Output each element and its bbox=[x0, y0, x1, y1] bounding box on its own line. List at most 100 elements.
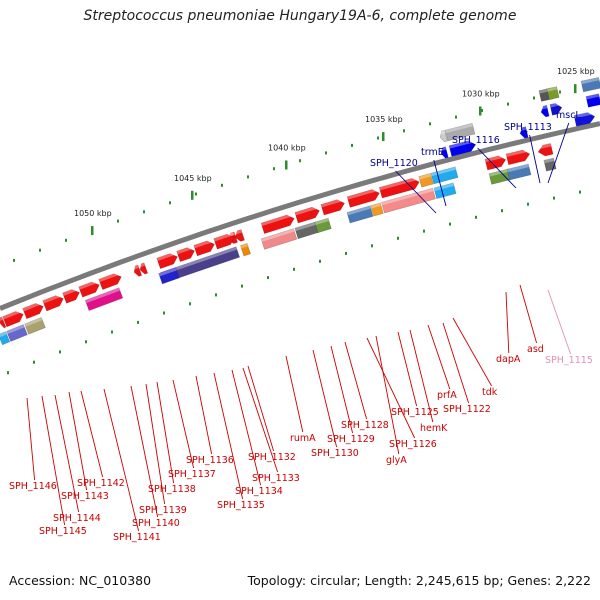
gene-shape bbox=[448, 140, 477, 157]
gene-feature bbox=[484, 154, 507, 171]
gene-feature bbox=[433, 182, 457, 200]
gene-shape bbox=[549, 103, 563, 116]
label-leader bbox=[505, 291, 510, 354]
gene-shape bbox=[0, 316, 7, 329]
ruler-dot-inner bbox=[111, 330, 113, 334]
gene-shape bbox=[580, 76, 600, 93]
gene-label: SPH_1132 bbox=[248, 452, 296, 463]
gene-shape bbox=[430, 166, 459, 185]
gene-highlight bbox=[546, 86, 558, 92]
gene-feature bbox=[2, 309, 24, 328]
gene-label: rumA bbox=[290, 433, 316, 444]
gene-highlight bbox=[132, 265, 139, 270]
gene-label: SPH_1140 bbox=[132, 518, 180, 529]
gene-feature bbox=[42, 293, 64, 312]
gene-feature bbox=[320, 197, 345, 216]
ruler-dot-inner bbox=[59, 350, 61, 354]
gene-highlight bbox=[6, 324, 25, 335]
gene-feature bbox=[573, 111, 596, 127]
ruler-dot bbox=[559, 90, 561, 94]
label-leader bbox=[41, 395, 66, 526]
gene-highlight bbox=[574, 111, 595, 119]
ruler-dot bbox=[455, 115, 457, 119]
gene-shape bbox=[519, 126, 529, 139]
gene-label: SPH_1137 bbox=[168, 469, 216, 480]
backbone-line bbox=[0, 121, 600, 311]
gene-label: SPH_1141 bbox=[113, 532, 161, 543]
gene-shape bbox=[505, 149, 531, 166]
ruler-dot bbox=[195, 192, 197, 196]
gene-highlight bbox=[581, 77, 600, 85]
gene-highlight bbox=[418, 173, 432, 180]
gene-highlight bbox=[158, 267, 177, 277]
ruler-dot-inner bbox=[345, 251, 347, 255]
gene-highlight bbox=[445, 123, 473, 134]
gene-shape bbox=[42, 295, 64, 312]
gene-shape bbox=[484, 155, 507, 171]
label-leader bbox=[366, 337, 416, 439]
gene-shape bbox=[506, 163, 532, 181]
ruler-dot-inner bbox=[449, 222, 451, 226]
gene-label: asd bbox=[527, 344, 544, 355]
gene-feature bbox=[448, 139, 477, 157]
ruler-dot-inner bbox=[85, 340, 87, 344]
gene-highlight bbox=[22, 301, 43, 312]
gene-label: SPH_1115 bbox=[545, 355, 593, 366]
label-leader bbox=[312, 349, 338, 448]
gene-shape bbox=[585, 93, 600, 108]
label-leader-lines bbox=[26, 122, 572, 532]
gene-highlight bbox=[518, 126, 527, 132]
gene-shape bbox=[294, 206, 320, 224]
gene-highlight bbox=[160, 246, 238, 276]
gene-highlight bbox=[346, 205, 371, 216]
ruler-dot bbox=[403, 129, 405, 133]
gene-shape bbox=[156, 253, 178, 269]
gene-highlight bbox=[536, 143, 552, 150]
gene-highlight bbox=[507, 164, 530, 173]
label-leader bbox=[68, 391, 88, 491]
gene-feature bbox=[22, 301, 44, 320]
gene-feature bbox=[294, 205, 320, 224]
gene-highlight bbox=[62, 287, 79, 296]
ruler-dot-inner bbox=[137, 320, 139, 324]
ruler-dot-inner bbox=[293, 267, 295, 271]
gene-feature bbox=[546, 86, 560, 100]
gene-feature bbox=[0, 316, 7, 329]
gene-shape bbox=[537, 143, 554, 157]
gene-label: SPH_1126 bbox=[389, 439, 437, 450]
gene-highlight bbox=[176, 245, 194, 255]
gene-feature bbox=[536, 143, 554, 157]
gene-shape bbox=[546, 86, 560, 100]
gene-highlight bbox=[439, 146, 447, 152]
gene-label: SPH_1120 bbox=[370, 158, 418, 169]
label-leader bbox=[130, 385, 159, 518]
gene-feature bbox=[24, 316, 46, 335]
genome-title: Streptococcus pneumoniae Hungary19A-6, c… bbox=[83, 8, 517, 24]
gene-highlight bbox=[138, 262, 145, 268]
gene-label: prfA bbox=[437, 390, 457, 401]
gene-feature bbox=[84, 287, 124, 312]
gene-shape bbox=[22, 303, 44, 320]
gene-feature bbox=[444, 122, 476, 142]
gene-highlight bbox=[294, 205, 319, 216]
gene-feature bbox=[518, 126, 529, 139]
gene-shape bbox=[2, 311, 24, 328]
ruler-dot-inner bbox=[371, 244, 373, 248]
label-leader bbox=[442, 322, 470, 404]
label-leader bbox=[452, 317, 492, 387]
gene-label: SPH_1133 bbox=[252, 473, 300, 484]
ruler-dot bbox=[117, 219, 119, 223]
gene-label: tdk bbox=[482, 387, 498, 398]
gene-shape bbox=[234, 229, 245, 242]
ruler-tick-label: 1035 kbp bbox=[365, 115, 403, 124]
ruler-dot bbox=[13, 258, 15, 262]
ruler-dot bbox=[221, 183, 223, 187]
label-leader bbox=[231, 369, 262, 486]
gene-shape bbox=[133, 264, 143, 277]
ruler-dots bbox=[7, 84, 587, 375]
ruler-dot bbox=[533, 96, 535, 100]
label-leader bbox=[172, 379, 195, 469]
gene-label: trmE bbox=[421, 147, 444, 158]
gene-shape bbox=[540, 104, 550, 118]
gene-highlight bbox=[213, 232, 234, 242]
